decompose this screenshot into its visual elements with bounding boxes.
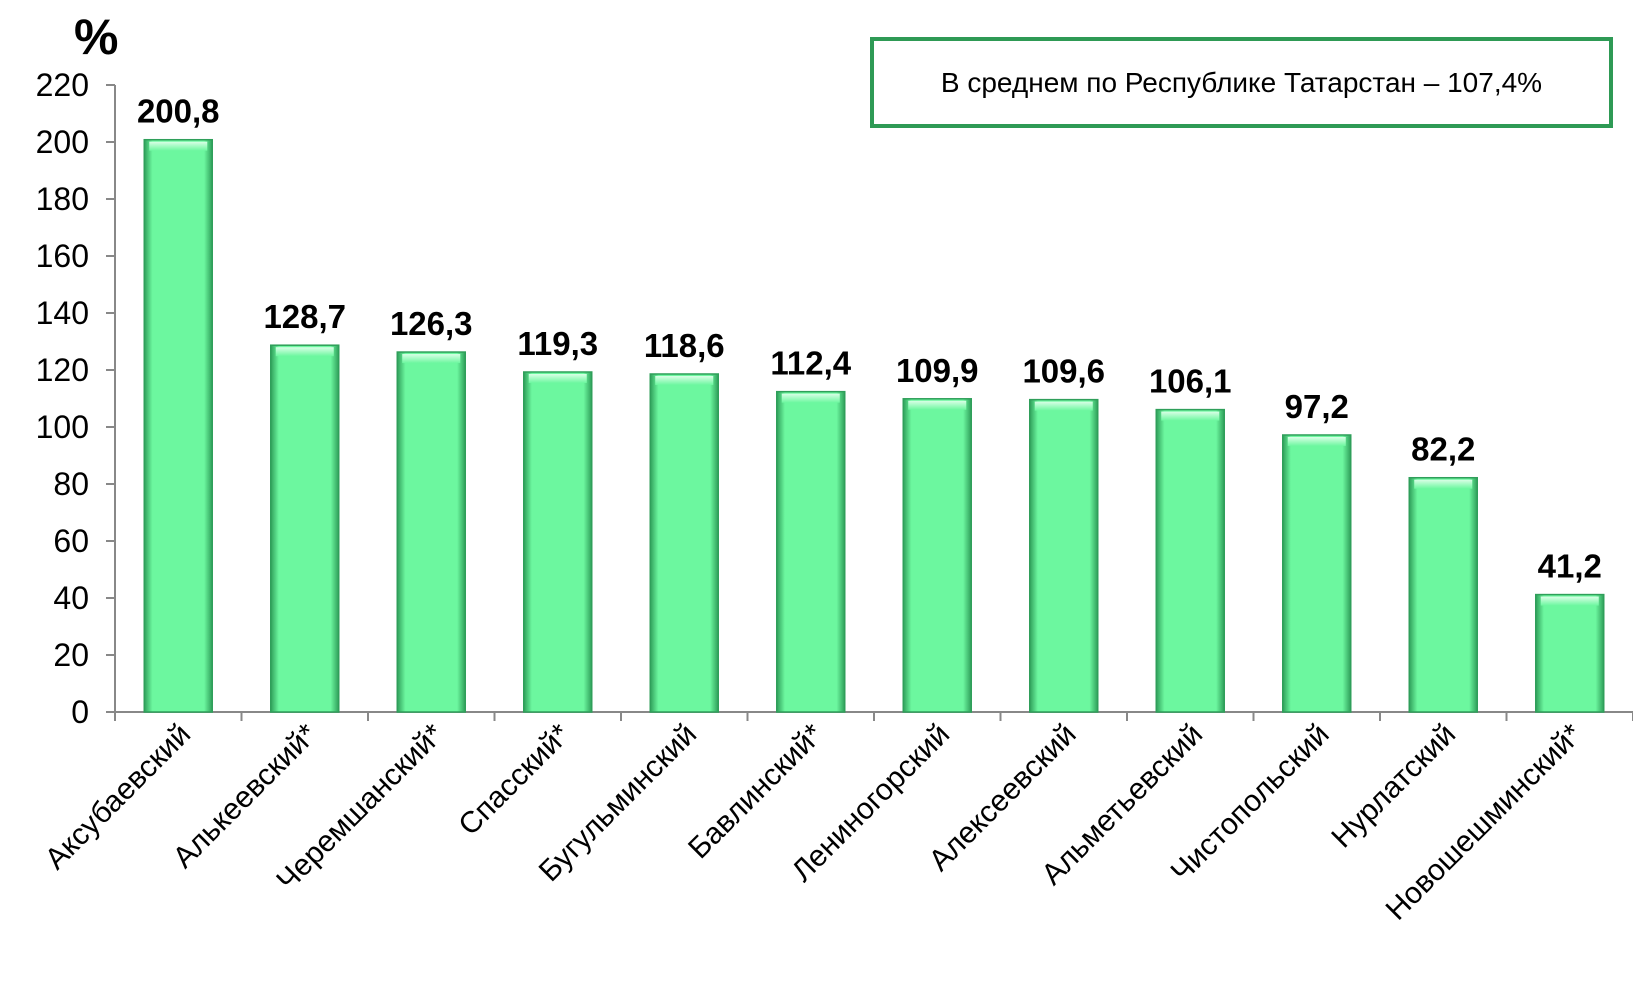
value-label: 200,8 [137, 93, 220, 130]
value-label: 106,1 [1149, 363, 1232, 400]
bars [143, 138, 1605, 713]
y-tick-label: 0 [71, 694, 89, 730]
bar-highlight [908, 400, 967, 410]
bar [396, 351, 466, 713]
bar-highlight [149, 141, 208, 151]
bar [649, 373, 719, 713]
value-label: 109,6 [1022, 353, 1105, 390]
value-label: 118,6 [644, 327, 725, 364]
bar [1029, 398, 1099, 713]
bar-highlight [528, 373, 587, 383]
axes: 0 20 40 60 80 100 120 140 160 180 200 220 [36, 67, 1633, 730]
bar [1282, 434, 1352, 713]
average-annotation-text: В среднем по Республике Татарстан – 107,… [940, 66, 1543, 98]
bar-highlight [1034, 401, 1093, 411]
value-label: 109,9 [896, 352, 979, 389]
bar-highlight [1287, 436, 1346, 446]
bar-highlight [402, 354, 461, 364]
y-tick-label: 60 [53, 523, 89, 559]
bar-highlight [781, 393, 840, 403]
y-tick-label: 220 [36, 67, 89, 103]
average-annotation-box: В среднем по Республике Татарстан – 107,… [870, 37, 1613, 128]
y-tick-label: 180 [36, 181, 89, 217]
value-label: 112,4 [770, 345, 851, 382]
value-label: 128,7 [263, 298, 346, 335]
y-tick-label: 140 [36, 295, 89, 331]
y-tick-label: 40 [53, 580, 89, 616]
y-axis-unit-label: % [74, 9, 119, 65]
value-label: 82,2 [1411, 431, 1475, 468]
bar [523, 371, 593, 713]
value-label: 119,3 [517, 325, 598, 362]
bar-highlight [1414, 479, 1473, 489]
y-tick-label: 20 [53, 637, 89, 673]
bar [1408, 476, 1478, 713]
bar [902, 398, 972, 713]
y-tick-label: 120 [36, 352, 89, 388]
value-label: 126,3 [390, 305, 473, 342]
category-label: Спасский* [452, 717, 577, 842]
bar-highlight [1540, 596, 1599, 606]
bar-highlight [275, 347, 334, 357]
value-label: 97,2 [1285, 388, 1349, 425]
bar-highlight [1161, 411, 1220, 421]
category-label: Нурлатский [1325, 718, 1462, 855]
y-tick-label: 200 [36, 124, 89, 160]
bar [143, 138, 213, 713]
y-tick-label: 100 [36, 409, 89, 445]
value-label: 41,2 [1538, 548, 1602, 585]
y-tick-label: 160 [36, 238, 89, 274]
bar [1535, 593, 1605, 713]
bar [1155, 408, 1225, 713]
bar [776, 390, 846, 713]
bar-highlight [655, 375, 714, 385]
y-tick-label: 80 [53, 466, 89, 502]
bar [270, 344, 340, 713]
